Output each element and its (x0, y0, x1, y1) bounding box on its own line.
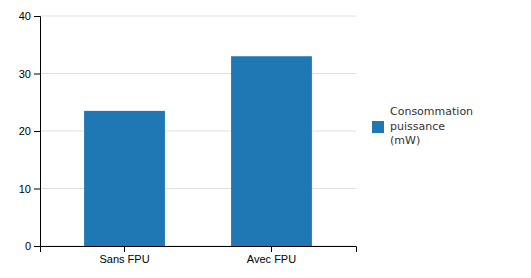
y-axis-line (34, 17, 41, 247)
legend-swatch (372, 121, 384, 133)
y-tick-label: 30 (19, 68, 31, 80)
legend: Consommation puissance (mW) (372, 105, 531, 148)
x-tick-mark (124, 246, 125, 252)
x-tick: Sans FPU (99, 246, 149, 265)
y-tick: 40 (19, 10, 40, 22)
y-tick: 0 (25, 240, 40, 252)
y-tick-label: 0 (25, 240, 31, 252)
y-tick-label: 10 (19, 183, 31, 195)
bar (231, 56, 312, 246)
y-tick-mark (34, 74, 40, 75)
legend-label: Consommation puissance (mW) (390, 105, 531, 148)
bar (84, 111, 165, 246)
y-tick: 30 (19, 68, 40, 80)
x-tick-mark (271, 246, 272, 252)
y-tick-label: 40 (19, 10, 31, 22)
x-tick: Avec FPU (247, 246, 296, 265)
y-tick-mark (34, 246, 40, 247)
grid-line (40, 16, 356, 17)
grid (40, 16, 356, 246)
y-tick-mark (34, 189, 40, 190)
y-tick-mark (34, 16, 40, 17)
x-axis-line (41, 247, 357, 253)
x-axis: Sans FPU Avec FPU (41, 246, 357, 265)
y-axis: 0 10 20 30 40 (19, 10, 41, 252)
plot: 0 10 20 30 40 Sans FPU Avec FPU (19, 10, 357, 265)
bar-series (84, 56, 312, 246)
y-tick-label: 20 (19, 125, 31, 137)
legend-item: Consommation puissance (mW) (372, 105, 531, 148)
y-tick: 10 (19, 183, 40, 195)
chart: 0 10 20 30 40 Sans FPU Avec FPU (0, 0, 531, 278)
marks (84, 56, 312, 246)
y-tick-mark (34, 131, 40, 132)
x-tick-label: Sans FPU (99, 253, 149, 265)
x-tick-label: Avec FPU (247, 253, 296, 265)
y-tick: 20 (19, 125, 40, 137)
